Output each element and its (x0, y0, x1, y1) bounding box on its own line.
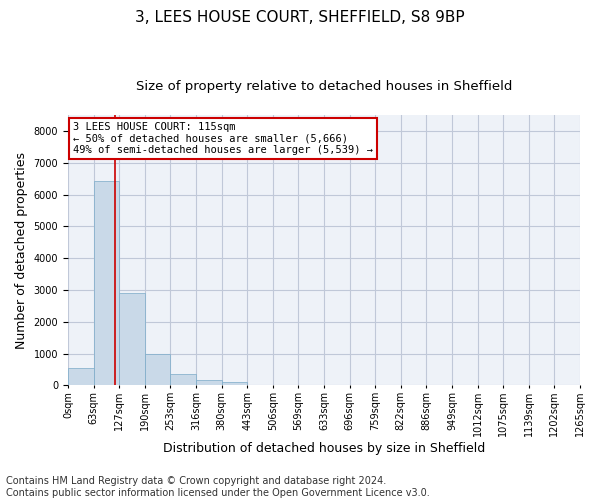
Text: 3 LEES HOUSE COURT: 115sqm
← 50% of detached houses are smaller (5,666)
49% of s: 3 LEES HOUSE COURT: 115sqm ← 50% of deta… (73, 122, 373, 155)
Title: Size of property relative to detached houses in Sheffield: Size of property relative to detached ho… (136, 80, 512, 93)
Bar (221, 382, 247, 386)
Text: Contains HM Land Registry data © Crown copyright and database right 2024.
Contai: Contains HM Land Registry data © Crown c… (6, 476, 430, 498)
Bar (145, 354, 170, 386)
Bar (94, 181, 119, 386)
Bar (196, 380, 221, 386)
Y-axis label: Number of detached properties: Number of detached properties (15, 152, 28, 348)
X-axis label: Distribution of detached houses by size in Sheffield: Distribution of detached houses by size … (163, 442, 485, 455)
Text: 3, LEES HOUSE COURT, SHEFFIELD, S8 9BP: 3, LEES HOUSE COURT, SHEFFIELD, S8 9BP (135, 10, 465, 25)
Bar (68, 368, 94, 386)
Bar (119, 292, 145, 386)
Bar (170, 374, 196, 386)
